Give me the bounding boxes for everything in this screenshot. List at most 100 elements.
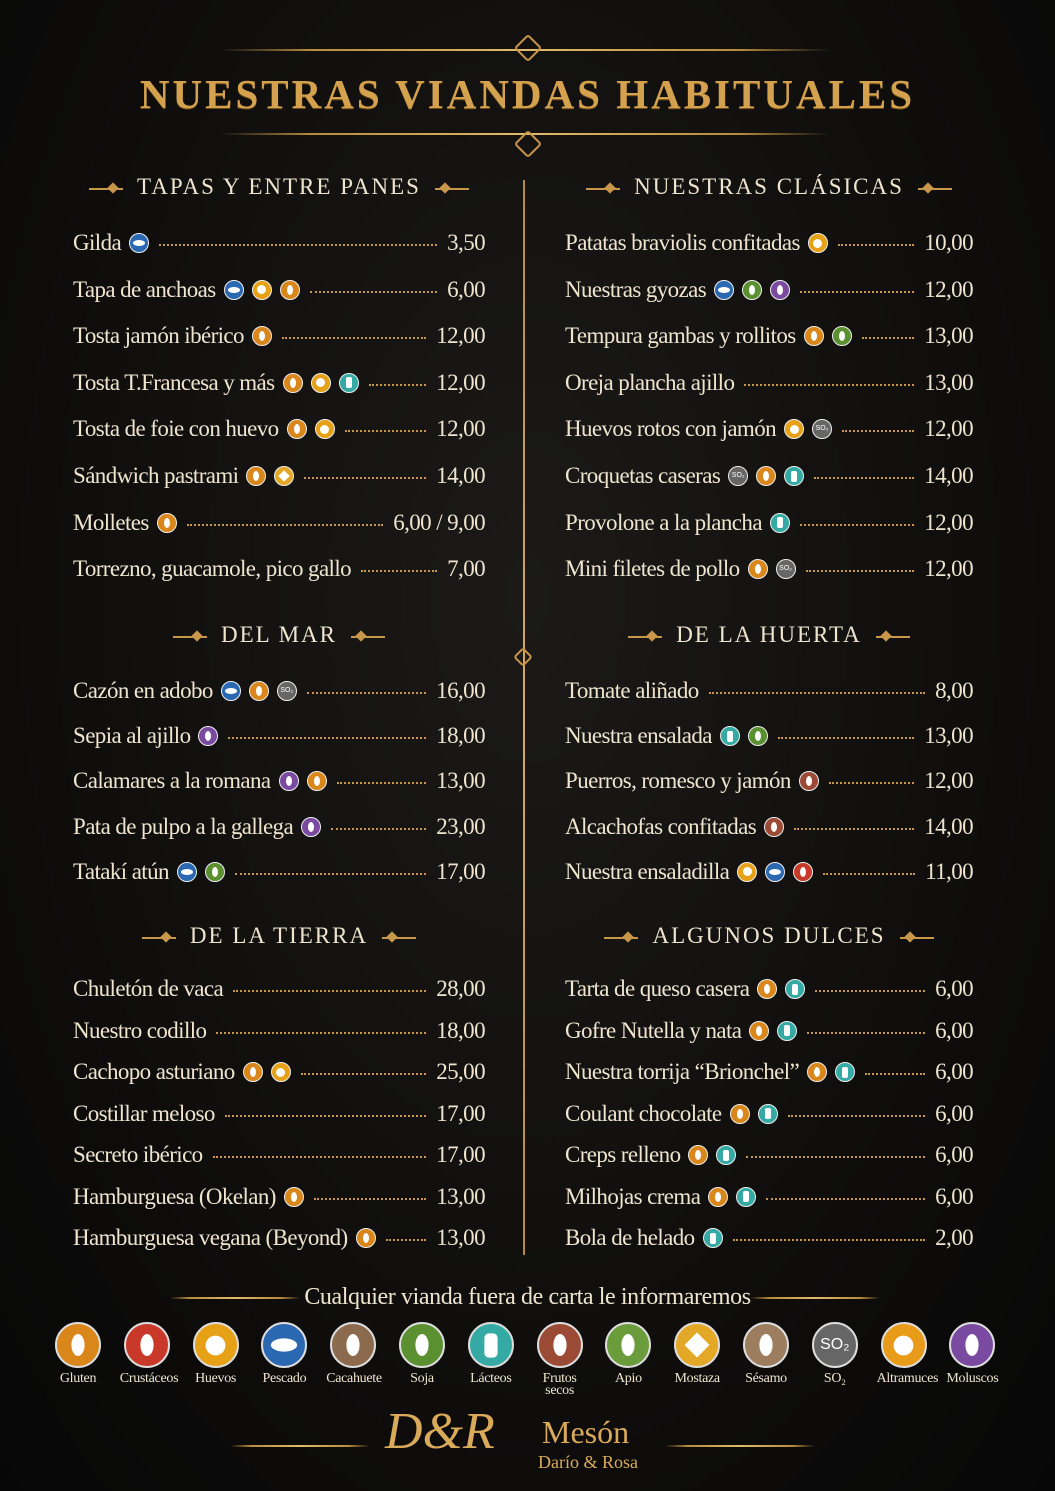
brand-name: Mesón — [542, 1414, 630, 1450]
leader — [861, 337, 915, 340]
section-title: DE LA TIERRA — [189, 923, 369, 948]
leader — [224, 1114, 427, 1117]
section-header: TAPAS Y ENTRE PANES — [73, 174, 485, 200]
leader — [837, 244, 915, 246]
ornament — [382, 936, 417, 939]
allergen-icon — [278, 771, 299, 792]
item-price: 11,00 — [925, 858, 974, 884]
leader — [234, 872, 427, 875]
menu-item: Tosta jamón ibérico 12,00 — [73, 321, 486, 351]
allergen-icon — [764, 816, 785, 837]
ornament — [875, 635, 910, 638]
ornament — [351, 635, 385, 638]
brand-subtitle: Darío & Rosa — [538, 1452, 638, 1472]
item-price: 13,00 — [924, 323, 973, 349]
item-name: Nuestra torrija “Brionchel” — [565, 1059, 800, 1084]
rule — [170, 1297, 300, 1299]
allergen-icon — [803, 326, 824, 347]
legend-label: Frutos secos — [542, 1371, 577, 1398]
ornament — [604, 936, 639, 939]
column-divider — [523, 180, 525, 1255]
rule — [230, 1445, 370, 1447]
leader — [361, 570, 438, 573]
item-name: Costillar meloso — [73, 1100, 215, 1126]
allergen-icon — [306, 771, 327, 792]
allergen-icon — [736, 1186, 757, 1207]
menu-item: Chuletón de vaca 28,00 — [73, 974, 486, 1004]
allergen-icon — [176, 861, 197, 882]
allergen-icon — [757, 979, 778, 999]
item-price: 12,00 — [436, 369, 485, 395]
item-price: 6,00 — [935, 1017, 973, 1043]
item-price: 18,00 — [436, 1017, 485, 1043]
leader — [212, 1156, 427, 1158]
ornament — [141, 936, 176, 939]
menu-item: Tosta T.Francesa y más 12,00 — [73, 368, 486, 398]
allergen-icon — [330, 1322, 377, 1368]
leader — [708, 692, 926, 694]
item-price: 12,00 — [436, 323, 485, 349]
allergen-icon — [338, 372, 359, 393]
allergen-icon — [283, 1186, 304, 1207]
leader — [313, 1197, 427, 1200]
item-name: Tosta jamón ibérico — [73, 323, 245, 349]
menu-item: Creps relleno 6,00 — [565, 1140, 974, 1170]
leader — [233, 990, 427, 992]
allergen-icon — [251, 326, 272, 347]
allergen-icon — [765, 861, 786, 882]
item-name: Cazón en adobo — [73, 678, 213, 703]
allergen-icon — [246, 466, 267, 486]
allergen-icon — [714, 279, 735, 300]
allergen-icon — [798, 771, 819, 792]
item-name: Calamares a la romana — [73, 768, 271, 794]
menu-item: Cazón en adobo SO₂ 16,00 — [73, 676, 486, 706]
ornament — [513, 33, 543, 63]
leader — [336, 782, 427, 785]
menu-item: Molletes 6,00 / 9,00 — [73, 508, 486, 538]
allergen-icon — [536, 1322, 583, 1368]
ornament — [899, 936, 934, 939]
menu-item: Tarta de queso casera 6,00 — [565, 974, 974, 1004]
section-title: DE LA HUERTA — [676, 622, 862, 647]
item-price: 13,00 — [436, 768, 485, 794]
item-name: Nuestra ensalada — [565, 723, 712, 749]
item-price: 16,00 — [436, 678, 485, 703]
legend-item: Mostaza — [662, 1322, 732, 1386]
item-price: 17,00 — [436, 1142, 485, 1167]
allergen-icon — [261, 1322, 308, 1368]
leader — [823, 872, 916, 875]
legend-label: Cacahuete — [326, 1371, 382, 1386]
legend-label: Moluscos — [946, 1371, 999, 1386]
item-name: Bola de helado — [565, 1225, 695, 1250]
allergen-icon — [204, 861, 225, 882]
ornament — [628, 635, 663, 638]
legend-label: Crustáceos — [119, 1371, 179, 1386]
menu-item: Bola de helado 2,00 — [565, 1223, 974, 1253]
item-name: Hamburguesa vegana (Beyond) — [73, 1225, 348, 1250]
menu-item: Hamburguesa vegana (Beyond) 13,00 — [73, 1223, 486, 1253]
allergen-icon — [274, 466, 295, 486]
allergen-icon — [674, 1322, 721, 1368]
menu-item: Provolone a la plancha 12,00 — [565, 508, 974, 538]
legend-item: Apio — [593, 1322, 663, 1386]
item-name: Molletes — [73, 509, 149, 535]
menu-item: Alcachofas confitadas 14,00 — [565, 812, 974, 842]
item-name: Tosta de foie con huevo — [73, 416, 279, 442]
item-price: 8,00 — [935, 678, 973, 703]
allergen-icon — [756, 466, 777, 486]
allergen-icon — [835, 1062, 856, 1082]
item-price: 14,00 — [924, 463, 973, 488]
menu-item: Croquetas caseras SO₂ 14,00 — [565, 461, 974, 491]
allergen-icon — [831, 326, 852, 347]
item-price: 7,00 — [447, 556, 485, 582]
item-name: Alcachofas confitadas — [565, 813, 757, 839]
menu-item: Secreto ibérico 17,00 — [73, 1140, 486, 1170]
item-price: 2,00 — [935, 1225, 973, 1250]
menu-title: NUESTRAS VIANDAS HABITUALES — [139, 71, 916, 117]
allergen-icon — [708, 1186, 729, 1207]
item-name: Nuestra ensaladilla — [565, 858, 730, 884]
allergen-icon — [279, 279, 300, 300]
rule — [665, 1445, 815, 1447]
item-name: Tarta de queso casera — [565, 976, 750, 1001]
allergen-icon — [55, 1322, 101, 1368]
